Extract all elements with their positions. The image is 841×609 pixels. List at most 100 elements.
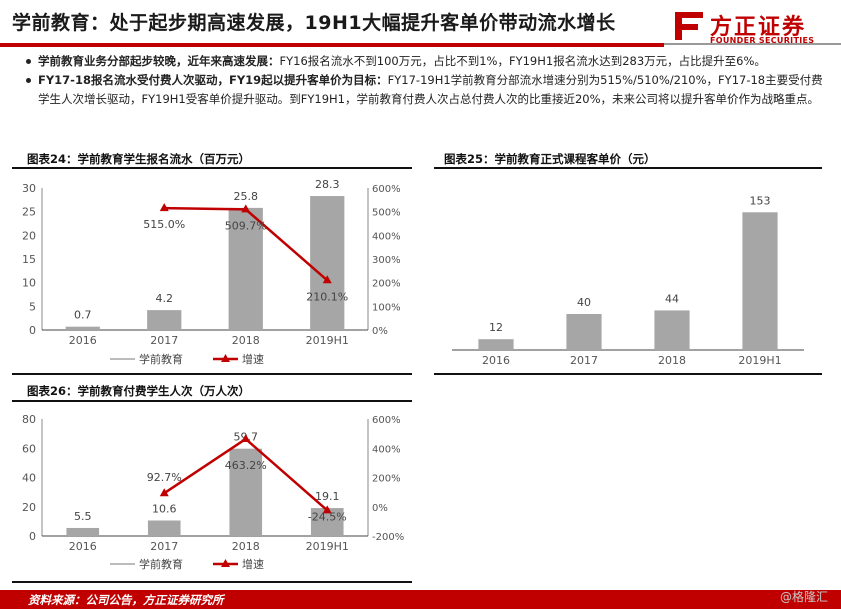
x-tick-label: 2019H1 bbox=[306, 334, 349, 347]
chart-top-rule bbox=[434, 167, 822, 169]
x-tick-label: 2017 bbox=[150, 334, 178, 347]
y-tick-label-left: 20 bbox=[22, 501, 36, 514]
x-tick-label: 2017 bbox=[150, 540, 178, 553]
growth-marker bbox=[322, 275, 332, 284]
legend-marker bbox=[221, 559, 230, 567]
y-tick-label-right: 300% bbox=[372, 255, 401, 266]
chart-title-fig25: 图表25：学前教育正式课程客单价（元） bbox=[444, 152, 656, 166]
chart-fig24: 0510152025300%100%200%300%400%500%600%20… bbox=[22, 178, 401, 366]
growth-marker bbox=[241, 434, 251, 443]
y-tick-label-left: 0 bbox=[29, 324, 36, 337]
y-tick-label-left: 30 bbox=[22, 182, 36, 195]
y-tick-label-left: 10 bbox=[22, 277, 36, 290]
x-tick-label: 2016 bbox=[69, 540, 97, 553]
bar bbox=[66, 527, 100, 536]
title-divider-grey bbox=[664, 43, 841, 45]
y-tick-label-right: 600% bbox=[372, 415, 401, 426]
bullet-item: 学前教育业务分部起步较晚，近年来高速发展：FY16报名流水不到100万元，占比不… bbox=[26, 52, 826, 71]
y-tick-label-right: 400% bbox=[372, 231, 401, 242]
bullet-heading: 学前教育业务分部起步较晚，近年来高速发展： bbox=[38, 54, 280, 68]
x-tick-label: 2016 bbox=[482, 354, 510, 367]
bar bbox=[742, 212, 778, 350]
chart-bottom-rule bbox=[12, 581, 412, 583]
y-tick-label-left: 20 bbox=[22, 229, 36, 242]
bar bbox=[229, 448, 263, 536]
page-title: 学前教育：处于起步期高速发展，19H1大幅提升客单价带动流水增长 bbox=[12, 12, 616, 34]
bar-value-label: 4.2 bbox=[156, 292, 174, 305]
brand-logo: 方正证券 FOUNDER SECURITIES bbox=[672, 9, 832, 49]
y-tick-label-right: -200% bbox=[372, 532, 404, 543]
bar-value-label: 10.6 bbox=[152, 502, 177, 515]
y-tick-label-left: 40 bbox=[22, 472, 36, 485]
growth-marker bbox=[159, 203, 169, 212]
x-tick-label: 2016 bbox=[69, 334, 97, 347]
logo-text-cn: 方正证券 bbox=[710, 15, 807, 40]
line-value-label: 515.0% bbox=[143, 218, 185, 231]
bar-value-label: 12 bbox=[489, 321, 503, 334]
bullet-text: FY16报名流水不到100万元，占比不到1%，FY19H1报名流水达到283万元… bbox=[279, 54, 766, 68]
bar bbox=[228, 207, 263, 330]
y-tick-label-right: 200% bbox=[372, 279, 401, 290]
growth-marker bbox=[159, 488, 169, 497]
bullet-item: FY17-18报名流水受付费人次驱动，FY19起以提升客单价为目标：FY17-1… bbox=[26, 71, 826, 109]
y-tick-label-right: 0% bbox=[372, 326, 388, 337]
bar-value-label: 44 bbox=[665, 292, 679, 305]
legend-marker bbox=[221, 354, 230, 362]
bar-value-label: 19.1 bbox=[315, 490, 340, 503]
line-value-label: -24.5% bbox=[308, 510, 347, 523]
x-tick-label: 2018 bbox=[232, 334, 260, 347]
bar bbox=[310, 196, 345, 330]
bar bbox=[478, 339, 514, 350]
legend-label: 增速 bbox=[242, 352, 264, 366]
bar bbox=[566, 314, 602, 350]
source-note: 资料来源：公司公告，方正证券研究所 bbox=[28, 593, 224, 607]
y-tick-label-left: 80 bbox=[22, 413, 36, 426]
legend-label: 学前教育 bbox=[139, 557, 183, 571]
line-value-label: 463.2% bbox=[225, 459, 267, 472]
y-tick-label-right: 100% bbox=[372, 302, 401, 313]
y-tick-label-left: 15 bbox=[22, 253, 36, 266]
chart-fig26: 0 20 40 60 80 -200% 0% 200% 400% 600% 2016 2017 2018… bbox=[22, 413, 404, 571]
bar-value-label: 153 bbox=[750, 194, 771, 207]
watermark: @格隆汇 bbox=[780, 590, 829, 604]
x-tick-label: 2019H1 bbox=[306, 540, 349, 553]
y-tick-label-right: 0% bbox=[372, 503, 388, 514]
chart-top-rule bbox=[12, 167, 412, 169]
y-tick-label-left: 5 bbox=[29, 300, 36, 313]
x-tick-label: 2017 bbox=[570, 354, 598, 367]
bar bbox=[147, 310, 182, 330]
bar bbox=[654, 310, 690, 350]
chart-bottom-rule bbox=[12, 373, 412, 375]
y-tick-label-right: 200% bbox=[372, 474, 401, 485]
bar-value-label: 25.8 bbox=[234, 190, 259, 203]
x-tick-label: 2018 bbox=[658, 354, 686, 367]
x-tick-label: 2019H1 bbox=[738, 354, 781, 367]
chart-title-fig26: 图表26：学前教育付费学生人次（万人次） bbox=[27, 384, 251, 398]
line-value-label: 210.1% bbox=[306, 290, 348, 303]
bar bbox=[147, 520, 181, 536]
logo-text-en: FOUNDER SECURITIES bbox=[710, 36, 815, 45]
bar bbox=[65, 326, 100, 330]
line-value-label: 92.7% bbox=[147, 471, 182, 484]
y-tick-label-right: 400% bbox=[372, 444, 401, 455]
legend-label: 学前教育 bbox=[139, 352, 183, 366]
footer-bar: 资料来源：公司公告，方正证券研究所 bbox=[0, 590, 841, 609]
title-divider bbox=[0, 43, 664, 47]
y-tick-label-right: 600% bbox=[372, 184, 401, 195]
growth-marker bbox=[322, 505, 332, 514]
bullet-heading: FY17-18报名流水受付费人次驱动，FY19起以提升客单价为目标： bbox=[38, 73, 388, 87]
legend-label: 增速 bbox=[242, 557, 264, 571]
bar-value-label: 28.3 bbox=[315, 178, 340, 191]
y-tick-label-left: 60 bbox=[22, 442, 36, 455]
chart-bottom-rule bbox=[434, 373, 822, 375]
growth-marker bbox=[241, 204, 251, 213]
x-tick-label: 2018 bbox=[232, 540, 260, 553]
bar-value-label: 5.5 bbox=[74, 510, 92, 523]
line-value-label: 509.7% bbox=[225, 219, 267, 232]
founder-logo-icon bbox=[675, 12, 703, 40]
chart-top-rule bbox=[12, 400, 412, 402]
chart-fig25: 2016 2017 2018 2019H1 12 40 44 153 bbox=[452, 194, 804, 367]
y-tick-label-left: 0 bbox=[29, 530, 36, 543]
chart-title-fig24: 图表24：学前教育学生报名流水（百万元） bbox=[27, 152, 251, 166]
bullet-list: 学前教育业务分部起步较晚，近年来高速发展：FY16报名流水不到100万元，占比不… bbox=[26, 52, 826, 109]
